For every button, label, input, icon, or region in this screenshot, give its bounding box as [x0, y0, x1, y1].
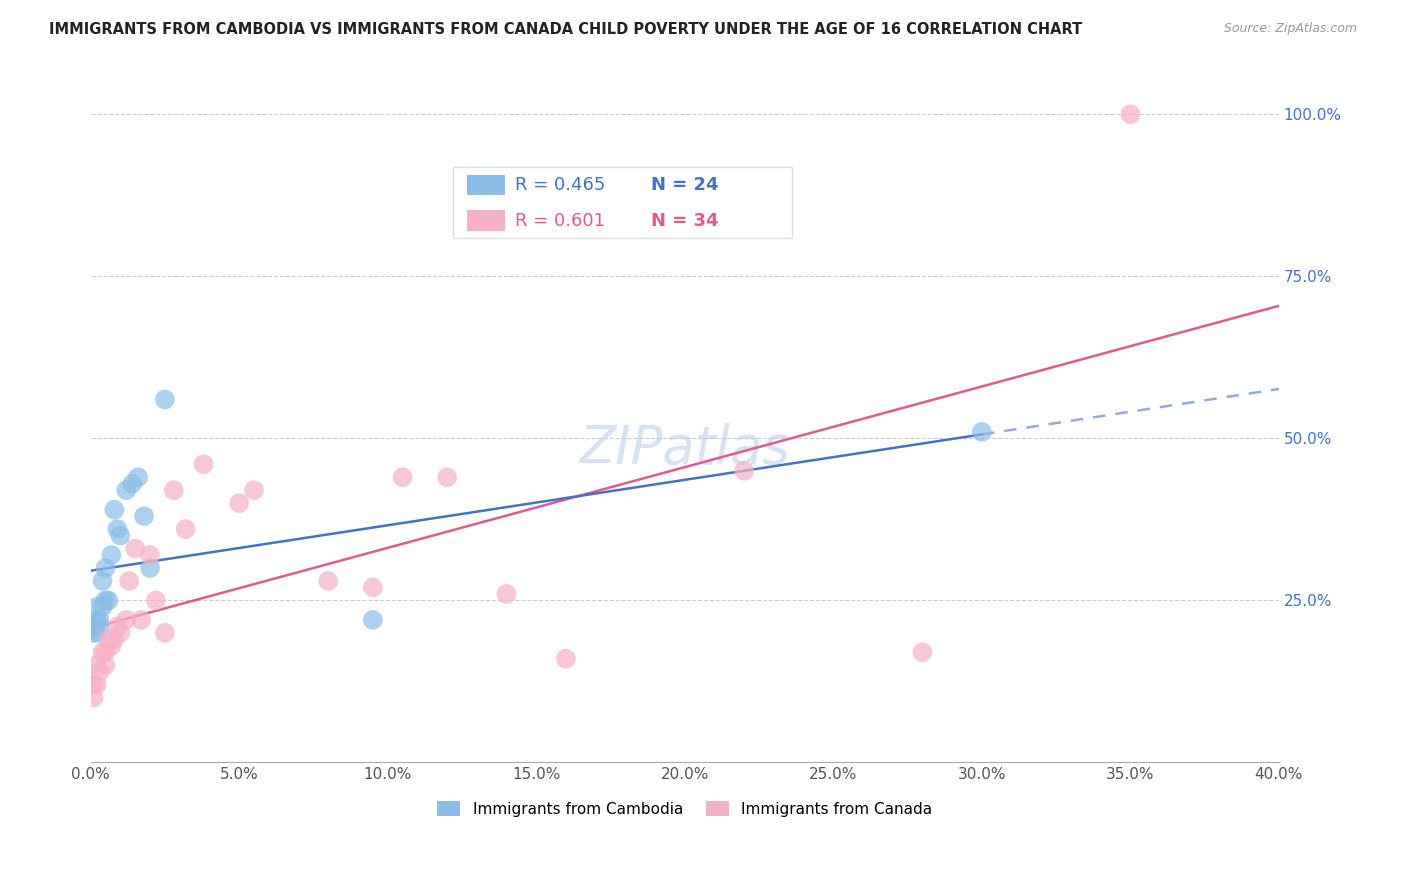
Text: R = 0.601: R = 0.601: [515, 211, 605, 229]
Point: [100, 639, 122, 653]
Point: [1119, 107, 1142, 121]
Point: [115, 613, 138, 627]
Point: [91, 574, 114, 588]
Point: [105, 522, 128, 536]
Point: [97, 632, 120, 647]
Point: [83, 690, 105, 705]
Point: [132, 509, 155, 524]
Point: [91, 599, 114, 614]
Point: [86, 613, 108, 627]
Point: [83, 625, 105, 640]
Text: N = 24: N = 24: [651, 176, 718, 194]
FancyBboxPatch shape: [453, 167, 792, 238]
Point: [124, 541, 146, 556]
FancyBboxPatch shape: [467, 175, 505, 195]
Point: [127, 470, 149, 484]
Point: [94, 645, 117, 659]
Point: [89, 613, 111, 627]
Point: [89, 665, 111, 679]
Point: [243, 483, 266, 498]
Point: [105, 619, 128, 633]
Point: [139, 548, 162, 562]
Text: R = 0.465: R = 0.465: [515, 176, 605, 194]
Point: [193, 458, 215, 472]
Point: [86, 625, 108, 640]
Point: [89, 619, 111, 633]
Point: [118, 574, 141, 588]
Legend: Immigrants from Cambodia, Immigrants from Canada: Immigrants from Cambodia, Immigrants fro…: [432, 795, 938, 822]
Point: [110, 625, 132, 640]
Point: [86, 599, 108, 614]
Point: [316, 574, 339, 588]
Point: [100, 548, 122, 562]
Text: Source: ZipAtlas.com: Source: ZipAtlas.com: [1223, 22, 1357, 36]
Point: [228, 496, 250, 510]
Point: [970, 425, 993, 439]
Point: [436, 470, 458, 484]
Point: [391, 470, 413, 484]
Text: IMMIGRANTS FROM CAMBODIA VS IMMIGRANTS FROM CANADA CHILD POVERTY UNDER THE AGE O: IMMIGRANTS FROM CAMBODIA VS IMMIGRANTS F…: [49, 22, 1083, 37]
FancyBboxPatch shape: [467, 211, 505, 231]
Point: [94, 658, 117, 673]
Point: [163, 483, 186, 498]
Point: [103, 502, 125, 516]
Point: [911, 645, 934, 659]
Point: [94, 593, 117, 607]
Point: [115, 483, 138, 498]
Point: [361, 581, 384, 595]
Text: ZIPatlas: ZIPatlas: [579, 424, 790, 475]
Point: [91, 645, 114, 659]
Point: [83, 678, 105, 692]
Point: [83, 619, 105, 633]
Point: [733, 464, 755, 478]
Point: [145, 593, 167, 607]
Point: [97, 593, 120, 607]
Point: [153, 392, 176, 407]
Point: [86, 658, 108, 673]
Point: [103, 632, 125, 647]
Point: [174, 522, 197, 536]
Text: N = 34: N = 34: [651, 211, 718, 229]
Point: [121, 476, 143, 491]
Point: [495, 587, 517, 601]
Point: [129, 613, 152, 627]
Point: [361, 613, 384, 627]
Point: [555, 651, 578, 665]
Point: [86, 678, 108, 692]
Point: [110, 528, 132, 542]
Point: [139, 561, 162, 575]
Point: [94, 561, 117, 575]
Point: [153, 625, 176, 640]
